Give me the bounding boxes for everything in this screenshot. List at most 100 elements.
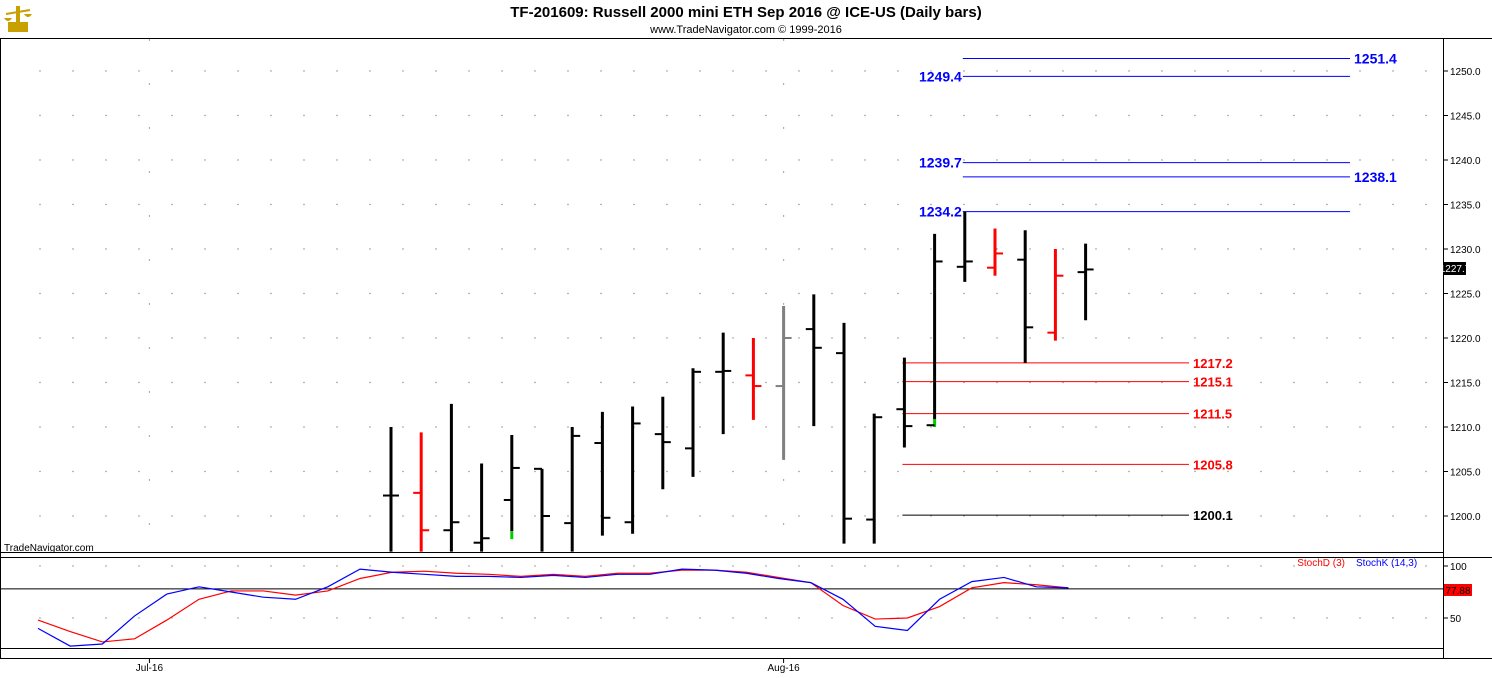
grid-dot (237, 114, 239, 117)
ohlc-bar (443, 403, 460, 552)
grid-dot (237, 426, 239, 428)
grid-dot (1095, 292, 1097, 295)
panel-frames (0, 38, 1492, 659)
grid-dot (1128, 248, 1130, 250)
grid-dot (336, 292, 338, 295)
grid-dot (336, 114, 338, 117)
grid-dot (1029, 565, 1031, 567)
grid-dot (930, 203, 932, 206)
grid-dot (1293, 248, 1295, 250)
grid-dot (1293, 470, 1295, 473)
grid-dot (699, 203, 701, 206)
grid-dot (402, 70, 404, 72)
grid-dot (1062, 515, 1064, 517)
grid-dot (105, 381, 107, 384)
grid-dot (633, 617, 635, 619)
grid-dot (402, 470, 404, 473)
stoch-k-line (37, 568, 1069, 647)
grid-dot (996, 114, 998, 117)
grid-dot (1128, 337, 1130, 339)
ohlc-bar (685, 368, 701, 477)
grid-dot (1194, 337, 1196, 339)
grid-dot (39, 426, 41, 428)
grid-dot (930, 617, 932, 619)
grid-dot (105, 203, 107, 206)
grid-dot (468, 515, 470, 517)
grid-dot (666, 159, 668, 161)
grid-dot (831, 617, 833, 619)
grid-dot (1260, 515, 1262, 517)
grid-dot (1392, 426, 1394, 428)
grid-dot (1062, 565, 1064, 567)
grid-dot (1359, 515, 1361, 517)
grid-dot (1062, 203, 1064, 206)
grid-dot (633, 159, 635, 161)
grid-dot (237, 292, 239, 295)
grid-dot (105, 565, 107, 567)
grid-dot (1425, 203, 1427, 206)
grid-dot (633, 292, 635, 295)
grid-dot (1128, 470, 1130, 473)
grid-dot (105, 337, 107, 339)
grid-dot (501, 515, 503, 517)
grid-dot (39, 617, 41, 619)
grid-dot (732, 515, 734, 517)
grid-dot (1425, 70, 1427, 72)
grid-dot (336, 70, 338, 72)
grid-dot (138, 337, 140, 339)
grid-dot (1161, 203, 1163, 206)
grid-dot (1095, 515, 1097, 517)
grid-dot (336, 617, 338, 619)
grid-dot (1392, 515, 1394, 517)
grid-dot (72, 248, 74, 250)
grid-dot (72, 426, 74, 428)
grid-dot (996, 70, 998, 72)
grid-dot (171, 337, 173, 339)
grid-dot (336, 337, 338, 339)
grid-dot (148, 83, 151, 85)
grid-dot (171, 292, 173, 295)
stochastic-panel: 100 50 (0, 562, 1467, 647)
grid-dot (148, 347, 151, 349)
stoch-last-label: 77.88 (1445, 586, 1470, 597)
grid-dot (534, 426, 536, 428)
level-label: 1251.4 (1354, 51, 1397, 67)
grid-dot (666, 470, 668, 473)
grid-dot (1194, 70, 1196, 72)
grid-dot (1260, 248, 1262, 250)
grid-dot (1227, 470, 1229, 473)
grid-dot (732, 292, 734, 295)
grid-dot (1425, 565, 1427, 567)
grid-dot (501, 114, 503, 117)
grid-dot (782, 479, 785, 481)
grid-dot (1161, 617, 1163, 619)
grid-dot (204, 337, 206, 339)
grid-dot (369, 470, 371, 473)
grid-dot (1194, 617, 1196, 619)
grid-dot (699, 426, 701, 428)
stoch-k-legend: StochK (14,3) (1356, 558, 1417, 569)
grid-dot (1062, 292, 1064, 295)
y-tick-label: 1220.0 (1450, 334, 1481, 345)
grid-dot (897, 70, 899, 72)
grid-dot (1029, 248, 1031, 250)
grid-dot (798, 565, 800, 567)
grid-dot (468, 426, 470, 428)
grid-dot (402, 565, 404, 567)
grid-dot (1128, 203, 1130, 206)
grid-dot (798, 515, 800, 517)
grid-dot (600, 159, 602, 161)
grid-dot (204, 565, 206, 567)
grid-dot (1392, 248, 1394, 250)
y-tick-label: 1235.0 (1450, 201, 1481, 212)
grid-dot (1260, 70, 1262, 72)
grid-dot (732, 381, 734, 384)
grid-dot (1029, 470, 1031, 473)
grid-dot (501, 470, 503, 473)
stoch-tick-label: 50 (1450, 614, 1462, 625)
grid-dot (1392, 381, 1394, 384)
grid-dot (270, 565, 272, 567)
chart-title: TF-201609: Russell 2000 mini ETH Sep 201… (510, 4, 981, 21)
grid-dot (633, 248, 635, 250)
grid-dot (864, 70, 866, 72)
